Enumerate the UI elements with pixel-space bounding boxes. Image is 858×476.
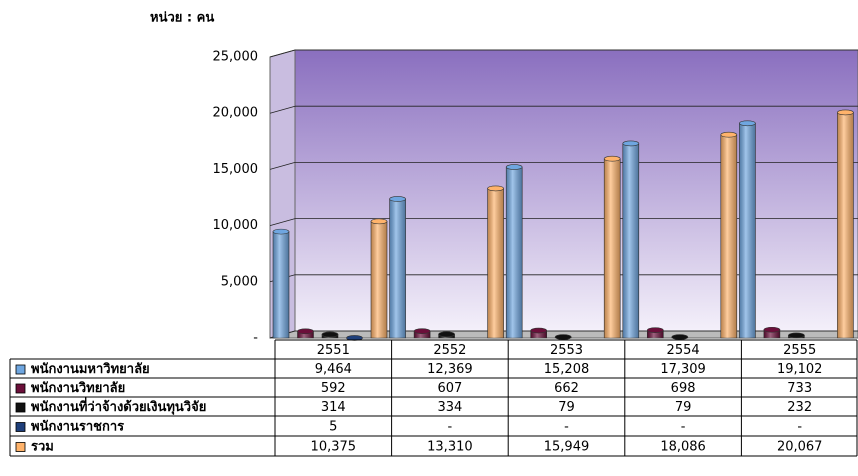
table-value: 19,102 (777, 362, 823, 377)
x-tick-label: 2554 (667, 343, 700, 358)
legend-label: พนักงานราชการ (31, 420, 124, 435)
legend-swatch (16, 403, 25, 412)
x-tick-label: 2551 (317, 343, 350, 358)
bar-shade (623, 143, 639, 338)
bar-shade (604, 159, 620, 338)
y-tick-label: 10,000 (213, 218, 259, 233)
x-tick-label: 2552 (433, 343, 466, 358)
x-tick-label: 2555 (783, 343, 816, 358)
legend-swatch (16, 423, 25, 432)
table-value: 698 (671, 381, 696, 396)
bar-shade (371, 221, 387, 338)
table-value: 9,464 (315, 362, 352, 377)
bar-top (555, 335, 571, 340)
table-value: 5 (329, 420, 337, 435)
table-value: 20,067 (777, 440, 823, 455)
table-value: 10,375 (311, 440, 357, 455)
bar-shade (390, 199, 406, 338)
legend-label: พนักงานมหาวิทยาลัย (31, 362, 150, 377)
table-value: 607 (437, 381, 462, 396)
bar-top (414, 329, 430, 334)
table-value: 13,310 (427, 440, 473, 455)
bar-top (390, 196, 406, 201)
table-value: 15,949 (544, 440, 590, 455)
bar-top (647, 328, 663, 333)
chart-title: หน่วย : คน (150, 11, 214, 26)
legend-label: พนักงานที่ว่าจ้างด้วยเงินทุนวิจัย (31, 397, 206, 415)
legend-label: พนักงานวิทยาลัย (31, 381, 125, 396)
table-value: - (564, 420, 569, 435)
legend-swatch (16, 384, 25, 393)
table-value: - (681, 420, 686, 435)
bar-top (721, 132, 737, 137)
bar-shade (739, 123, 755, 338)
table-value: 733 (787, 381, 812, 396)
table-value: 232 (787, 400, 812, 415)
bar-top (322, 332, 338, 337)
y-tick-label: 25,000 (213, 50, 259, 65)
bar-top (764, 327, 780, 332)
bar-top (439, 332, 455, 337)
table-value: 592 (321, 381, 346, 396)
table-value: - (797, 420, 802, 435)
bar-top (298, 329, 314, 334)
bar-top (672, 335, 688, 340)
bar-top (506, 165, 522, 170)
bar-top (623, 141, 639, 146)
table-value: 314 (321, 400, 346, 415)
table-value: - (448, 420, 453, 435)
y-tick-label: - (253, 331, 258, 346)
table-value: 15,208 (544, 362, 590, 377)
legend-swatch (16, 365, 25, 374)
table-value: 334 (437, 400, 462, 415)
y-tick-label: 5,000 (221, 274, 258, 289)
bar-shade (721, 135, 737, 338)
table-value: 79 (675, 400, 692, 415)
bar-shade (488, 188, 504, 338)
legend-label: รวม (31, 440, 54, 455)
y-tick-label: 15,000 (213, 162, 259, 177)
table-value: 18,086 (660, 440, 706, 455)
table-value: 79 (558, 400, 575, 415)
table-value: 662 (554, 381, 579, 396)
bar-top (273, 229, 289, 234)
bar-shade (273, 232, 289, 338)
bar-shade (837, 112, 853, 338)
x-tick-label: 2553 (550, 343, 583, 358)
bar-top (488, 186, 504, 191)
bar-top (604, 156, 620, 161)
bar-top (788, 333, 804, 338)
bar-top (739, 121, 755, 126)
bar-top (531, 328, 547, 333)
bar-top (371, 219, 387, 224)
bar-shade (506, 167, 522, 338)
legend-swatch (16, 443, 25, 452)
y-tick-label: 20,000 (213, 106, 259, 121)
table-value: 12,369 (427, 362, 473, 377)
table-value: 17,309 (660, 362, 706, 377)
bar-top (837, 110, 853, 115)
